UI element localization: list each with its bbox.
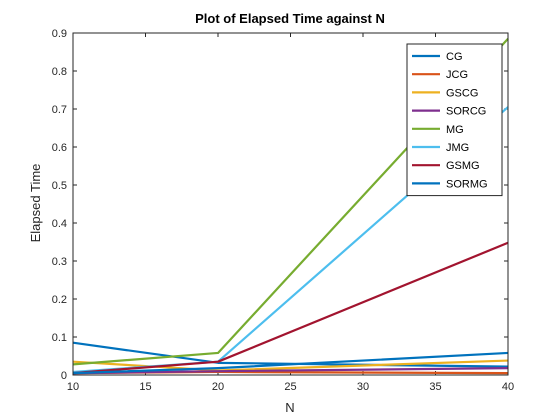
- x-tick-label: 20: [212, 381, 224, 393]
- x-axis-label: N: [285, 400, 294, 415]
- legend-label-jcg: JCG: [446, 69, 468, 81]
- y-axis-label: Elapsed Time: [28, 164, 43, 243]
- y-tick-label: 0.3: [52, 256, 67, 268]
- legend-label-gscg: GSCG: [446, 87, 478, 99]
- legend-label-sorcg: SORCG: [446, 106, 486, 118]
- legend-label-sormg: SORMG: [446, 178, 488, 190]
- y-tick-label: 0.1: [52, 332, 67, 344]
- y-tick-label: 0.2: [52, 294, 67, 306]
- x-tick-label: 35: [429, 381, 441, 393]
- legend: CG JCG GSCG SORCG MG JMG GSMG SORMG: [407, 44, 502, 196]
- y-tick-label: 0.5: [52, 180, 67, 192]
- y-tick-label: 0.9: [52, 28, 67, 40]
- y-tick-label: 0.8: [52, 66, 67, 78]
- x-tick-label: 15: [139, 381, 151, 393]
- y-tick-label: 0.7: [52, 104, 67, 116]
- x-tick-label: 25: [284, 381, 296, 393]
- chart-title: Plot of Elapsed Time against N: [195, 11, 385, 26]
- y-tick-label: 0.6: [52, 142, 67, 154]
- legend-label-gsmg: GSMG: [446, 160, 480, 172]
- legend-label-mg: MG: [446, 124, 464, 136]
- x-tick-label: 10: [67, 381, 79, 393]
- legend-label-jmg: JMG: [446, 142, 469, 154]
- x-tick-label: 30: [357, 381, 369, 393]
- legend-label-cg: CG: [446, 51, 463, 63]
- x-tick-label: 40: [502, 381, 514, 393]
- y-tick-label: 0: [61, 370, 67, 382]
- y-tick-label: 0.4: [52, 218, 67, 230]
- legend-box: [407, 44, 502, 196]
